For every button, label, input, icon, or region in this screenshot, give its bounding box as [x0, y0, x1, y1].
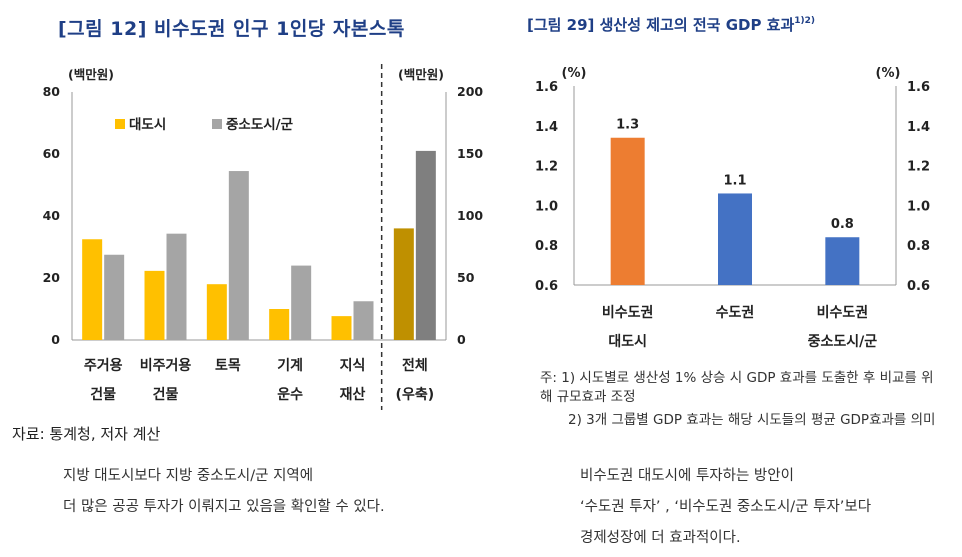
right-chart-x-label-line1: 비수도권: [817, 305, 869, 321]
x-tick-label-line2: 재산: [340, 386, 366, 403]
x-tick-label-line1: 토목: [215, 358, 241, 374]
right-chart-left-tick: 1.4: [535, 120, 558, 135]
right-chart-x-label-line2: 중소도시/군: [808, 334, 878, 350]
bar-small-city-3: [228, 171, 249, 340]
left-y-tick-label: 40: [43, 208, 61, 223]
legend-label-small-city: 중소도시/군: [226, 117, 294, 133]
gdp-effect-data-label: 1.1: [723, 173, 746, 188]
x-tick-label-line1: 비주거용: [140, 358, 192, 374]
bar-metro-2: [144, 270, 165, 340]
legend-label-metro: 대도시: [129, 117, 166, 133]
left-y-tick-label: 20: [43, 270, 61, 285]
right-chart-right-tick: 1.6: [907, 80, 930, 95]
right-chart-right-tick: 1.4: [907, 120, 930, 135]
bar-metro-3: [206, 284, 227, 340]
x-tick-label-line2: 건물: [153, 386, 179, 403]
right-chart-left-tick: 1.6: [535, 80, 558, 95]
right-y-tick-label: 0: [457, 332, 466, 347]
gdp-effect-bar-3: [825, 237, 860, 285]
right-figure-title: [그림 29] 생산성 제고의 전국 GDP 효과1)2): [527, 14, 815, 35]
footnote-1: 주: 1) 시도별로 생산성 1% 상승 시 GDP 효과를 도출한 후 비교를…: [540, 370, 934, 405]
right-bar-chart: (%) (%) 0.6 0.6 0.8 0.8 1.0 1.0 1.2 1.2 1.4 1.4 1.6 1…: [535, 66, 930, 350]
right-axis-unit: (백만원): [398, 67, 444, 82]
gdp-effect-bar-1: [610, 137, 645, 285]
x-tick-label-line2: 건물: [90, 386, 116, 403]
left-y-tick-label: 60: [43, 146, 61, 161]
source-note: 자료: 통계청, 저자 계산: [12, 425, 161, 443]
left-y-tick-label: 0: [51, 332, 60, 347]
bar-metro-6: [393, 228, 414, 340]
right-chart-right-tick: 1.2: [907, 160, 930, 175]
right-y-tick-label: 100: [457, 208, 483, 223]
right-y-tick-label: 200: [457, 84, 483, 99]
bar-small-city-2: [166, 233, 187, 340]
left-figure-title: [그림 12] 비수도권 인구 1인당 자본스톡: [58, 18, 405, 40]
right-chart-right-unit: (%): [876, 66, 901, 81]
x-tick-label-line1: 전체: [402, 357, 428, 374]
right-chart-x-label-line1: 비수도권: [602, 305, 654, 321]
bar-small-city-6: [415, 150, 436, 340]
left-y-tick-label: 80: [43, 84, 61, 99]
right-caption-line-1: 비수도권 대도시에 투자하는 방안이: [580, 468, 794, 484]
x-tick-label-line2: 운수: [277, 387, 303, 403]
bar-small-city-1: [104, 254, 125, 340]
bar-small-city-4: [291, 265, 312, 340]
gdp-effect-data-label: 0.8: [831, 217, 854, 232]
right-figure-title-text: [그림 29] 생산성 제고의 전국 GDP 효과: [527, 16, 795, 34]
right-caption-line-2: ‘수도권 투자’ , ‘비수도권 중소도시/군 투자’보다: [580, 499, 872, 515]
x-tick-label-line2: (우축): [396, 387, 435, 403]
right-caption-line-3: 경제성장에 더 효과적이다.: [580, 530, 741, 546]
bar-small-city-5: [353, 301, 374, 340]
right-chart-left-tick: 0.6: [535, 279, 558, 294]
left-caption-line-2: 더 많은 공공 투자가 이뤄지고 있음을 확인할 수 있다.: [63, 499, 385, 515]
right-chart-x-label-line2: 대도시: [608, 334, 647, 350]
right-chart-left-tick: 1.0: [535, 199, 558, 214]
right-chart-right-tick: 0.6: [907, 279, 930, 294]
right-chart-right-tick: 0.8: [907, 239, 930, 254]
right-y-tick-label: 150: [457, 146, 483, 161]
right-y-tick-label: 50: [457, 270, 475, 285]
gdp-effect-bar-2: [718, 193, 752, 285]
legend-swatch-metro: [115, 119, 125, 129]
gdp-effect-data-label: 1.3: [616, 118, 639, 133]
right-figure-title-sup: 1)2): [794, 16, 816, 26]
bar-metro-5: [331, 316, 352, 340]
right-chart-x-label-line1: 수도권: [716, 305, 755, 321]
x-tick-label-line1: 기계: [277, 358, 303, 374]
x-tick-label-line1: 지식: [340, 358, 366, 374]
legend-swatch-small-city: [212, 119, 222, 129]
left-axis-unit: (백만원): [68, 67, 114, 82]
bar-metro-4: [269, 309, 290, 340]
x-tick-label-line1: 주거용: [84, 358, 123, 374]
left-caption-line-1: 지방 대도시보다 지방 중소도시/군 지역에: [63, 468, 314, 484]
right-chart-left-tick: 1.2: [535, 160, 558, 175]
right-chart-left-unit: (%): [562, 66, 587, 81]
footnote-2: 2) 3개 그룹별 GDP 효과는 해당 시도들의 평균 GDP효과를 의미: [568, 412, 936, 428]
bar-metro-1: [82, 239, 103, 340]
right-chart-left-tick: 0.8: [535, 239, 558, 254]
right-chart-right-tick: 1.0: [907, 199, 930, 214]
